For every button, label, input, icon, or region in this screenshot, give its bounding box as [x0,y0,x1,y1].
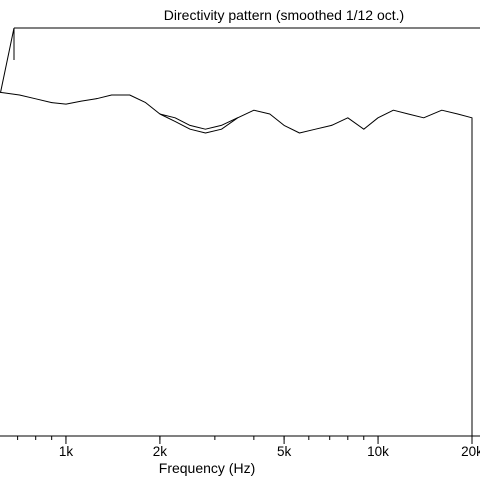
frame-depth-edge [0,27,15,96]
curves-group [0,91,473,437]
plot-frame [0,27,480,96]
chart-title: Directivity pattern (smoothed 1/12 oct.) [164,7,404,23]
x-tick-label: 5k [277,444,292,459]
x-axis-label: Frequency (Hz) [159,460,255,476]
x-tick-label: 1k [59,444,74,459]
x-tick-label: 20k [461,444,480,459]
x-tick-label: 10k [367,444,389,459]
x-tick-label: 2k [153,444,168,459]
x-axis-ticks: 5001k2k5k10k20k [0,435,480,459]
series-curve-0 [0,91,473,437]
